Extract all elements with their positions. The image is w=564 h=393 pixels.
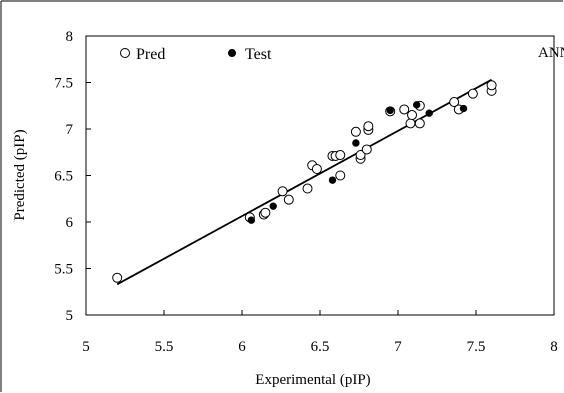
y-tick-label: 7 [66, 122, 74, 138]
y-axis-title: Predicted (pIP) [12, 129, 28, 220]
pred-point [449, 97, 460, 108]
x-tick-label: 7 [394, 339, 402, 355]
x-axis-title: Experimental (pIP) [255, 372, 370, 388]
y-tick-label: 6 [66, 215, 74, 231]
legend-test-marker [228, 49, 236, 57]
legend-pred-label: Pred [136, 46, 165, 63]
pred-point [277, 186, 288, 197]
pred-point [363, 121, 374, 132]
test-point [269, 202, 277, 210]
legend-pred-marker [120, 48, 130, 58]
pred-point [283, 194, 294, 205]
test-point [386, 106, 394, 115]
pred-point [355, 150, 366, 161]
pred-point [335, 150, 346, 161]
x-tick-label: 7.5 [467, 339, 486, 355]
y-tick-label: 6.5 [54, 169, 73, 185]
y-axis-ticks: 5 5.5 6 6.5 7 7.5 8 [54, 29, 91, 324]
pred-point [486, 80, 497, 91]
test-point [413, 101, 421, 109]
y-tick-label: 5.5 [54, 262, 73, 278]
pred-point [405, 118, 416, 129]
plot-border [85, 35, 555, 316]
test-point [328, 176, 337, 184]
pred-point [302, 183, 313, 194]
pred-point [407, 110, 418, 121]
test-point [247, 216, 256, 224]
model-annotation: ANN [538, 45, 564, 61]
y-tick-label: 5 [66, 308, 74, 324]
pred-point [467, 88, 478, 99]
test-point [352, 139, 360, 147]
pred-point [112, 272, 123, 283]
pred-point [414, 118, 425, 129]
y-tick-label: 8 [66, 29, 74, 45]
x-tick-label: 6.5 [311, 339, 330, 355]
legend-test-label: Test [245, 46, 272, 63]
pred-point [311, 163, 322, 174]
pred-point [361, 144, 372, 155]
test-point [459, 104, 468, 113]
pred-point [350, 126, 361, 137]
x-tick-label: 8 [550, 339, 558, 355]
pred-point [399, 104, 410, 115]
data-markers [112, 78, 497, 286]
x-tick-label: 6 [238, 339, 246, 355]
pred-point [335, 170, 346, 181]
legend: Pred Test [120, 46, 272, 63]
x-tick-label: 5.5 [155, 339, 174, 355]
y-tick-label: 7.5 [54, 76, 73, 92]
x-tick-label: 5 [82, 339, 90, 355]
pred-point [260, 207, 271, 218]
plot-area [85, 35, 555, 316]
regression-line [116, 78, 493, 286]
x-axis-ticks: 5 5.5 6 6.5 7 7.5 8 [82, 310, 558, 355]
test-point [425, 109, 433, 117]
